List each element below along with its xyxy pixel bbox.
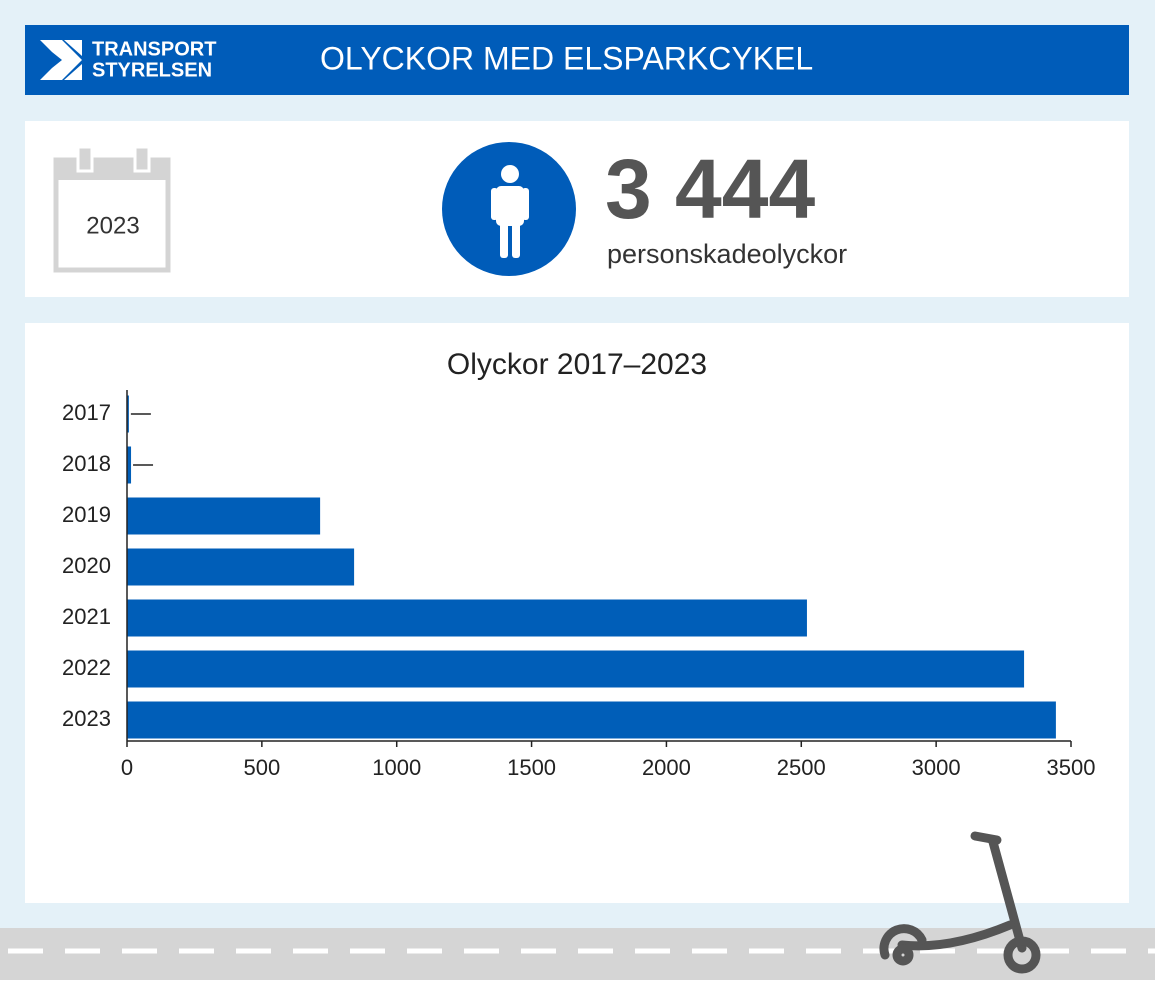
header-bar	[25, 25, 1129, 95]
header-title: OLYCKOR MED ELSPARKCYKEL	[320, 40, 813, 76]
x-tick-label: 2000	[642, 755, 691, 780]
x-tick-label: 1500	[507, 755, 556, 780]
calendar-icon	[53, 145, 171, 273]
person-icon	[491, 165, 529, 258]
bar	[127, 446, 132, 484]
y-tick-label: 2021	[62, 604, 111, 629]
y-tick-label: 2018	[62, 451, 111, 476]
scooter-icon	[879, 831, 1041, 974]
x-tick-label: 3000	[912, 755, 961, 780]
bar	[127, 497, 321, 535]
logo-text: TRANSPORT	[92, 38, 216, 60]
y-tick-label: 2019	[62, 502, 111, 527]
calendar-year: 2023	[86, 212, 139, 239]
y-tick-label: 2023	[62, 706, 111, 731]
x-tick-label: 0	[121, 755, 133, 780]
x-tick-label: 2500	[777, 755, 826, 780]
bar	[127, 395, 129, 433]
logo-icon	[40, 40, 82, 80]
x-tick-label: 3500	[1047, 755, 1096, 780]
y-tick-label: 2020	[62, 553, 111, 578]
chart: 0 500 1000 1500 2000 2500 3000 3500 2017 2018 2019…	[62, 390, 1095, 780]
chart-title: Olyckor 2017–2023	[447, 348, 707, 381]
summary-panel	[25, 121, 1129, 297]
bar	[127, 701, 1056, 739]
bar	[127, 650, 1025, 688]
x-tick-label: 500	[243, 755, 280, 780]
y-tick-label: 2022	[62, 655, 111, 680]
bar	[127, 548, 355, 586]
y-tick-label: 2017	[62, 400, 111, 425]
x-tick-label: 1000	[372, 755, 421, 780]
stat-label: personskadeolyckor	[607, 239, 847, 269]
stat-count: 3 444	[605, 142, 815, 236]
logo-text: STYRELSEN	[92, 59, 212, 81]
bar	[127, 599, 807, 637]
